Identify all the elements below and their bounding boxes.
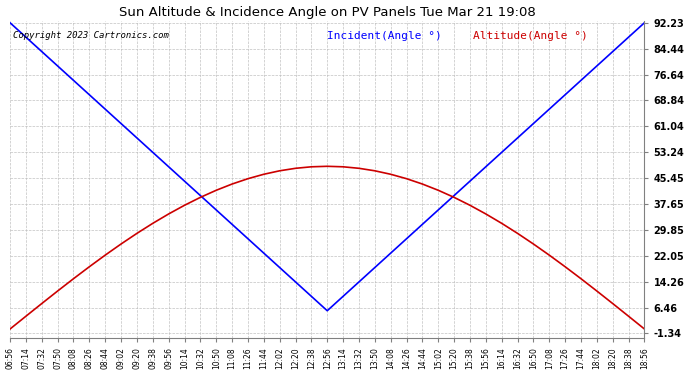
Text: Copyright 2023 Cartronics.com: Copyright 2023 Cartronics.com xyxy=(13,31,169,40)
Text: Incident(Angle °): Incident(Angle °) xyxy=(327,31,442,40)
Title: Sun Altitude & Incidence Angle on PV Panels Tue Mar 21 19:08: Sun Altitude & Incidence Angle on PV Pan… xyxy=(119,6,535,18)
Text: Altitude(Angle °): Altitude(Angle °) xyxy=(473,31,588,40)
